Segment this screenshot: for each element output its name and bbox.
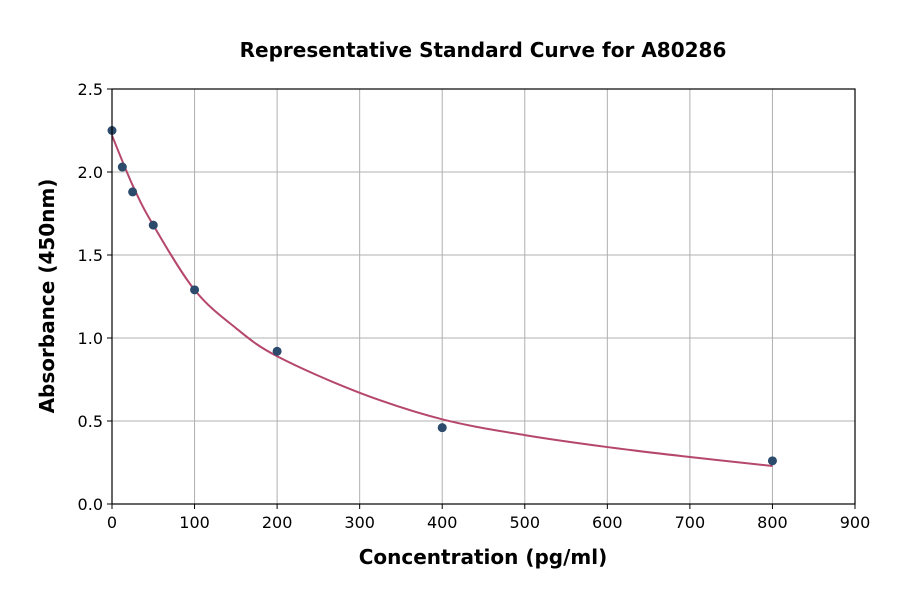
y-tick-label: 2.0	[78, 163, 103, 182]
data-point	[128, 187, 138, 197]
x-tick-label: 500	[510, 513, 541, 532]
data-point	[148, 220, 158, 230]
x-tick-label: 0	[107, 513, 117, 532]
x-tick-label: 100	[179, 513, 210, 532]
y-tick-label: 2.5	[78, 80, 103, 99]
y-tick-label: 1.0	[78, 329, 103, 348]
x-tick-label: 900	[840, 513, 871, 532]
grid	[111, 88, 856, 505]
data-point	[190, 285, 200, 295]
x-tick-label: 400	[427, 513, 458, 532]
y-tick-label: 1.5	[78, 246, 103, 265]
data-point	[272, 346, 282, 356]
x-tick-label: 800	[757, 513, 788, 532]
x-axis-label: Concentration (pg/ml)	[359, 545, 608, 569]
data-points	[107, 126, 777, 466]
chart-title: Representative Standard Curve for A80286	[240, 38, 727, 62]
x-tick-label: 200	[262, 513, 293, 532]
data-point	[767, 456, 777, 466]
y-axis-ticks: 0.0 0.5 1.0 1.5 2.0 2.5	[78, 80, 112, 514]
data-point	[437, 423, 447, 433]
x-tick-label: 700	[675, 513, 706, 532]
y-tick-label: 0.5	[78, 412, 103, 431]
plot-frame	[111, 88, 856, 505]
x-tick-label: 600	[592, 513, 623, 532]
y-axis-label: Absorbance (450nm)	[35, 179, 59, 414]
x-tick-label: 300	[344, 513, 375, 532]
y-tick-label: 0.0	[78, 495, 103, 514]
data-point	[117, 162, 127, 172]
x-axis-ticks: 0 100 200 300 400 500 600 700 800 900	[107, 504, 870, 532]
